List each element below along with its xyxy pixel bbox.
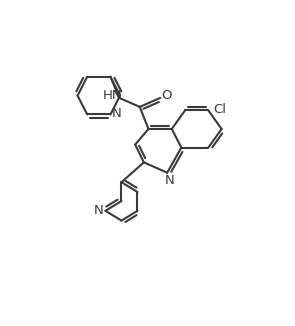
Text: N: N <box>165 174 174 187</box>
Text: O: O <box>161 89 171 102</box>
Text: Cl: Cl <box>213 103 226 116</box>
Text: N: N <box>94 204 104 217</box>
Text: HN: HN <box>102 89 122 102</box>
Text: N: N <box>112 108 122 120</box>
